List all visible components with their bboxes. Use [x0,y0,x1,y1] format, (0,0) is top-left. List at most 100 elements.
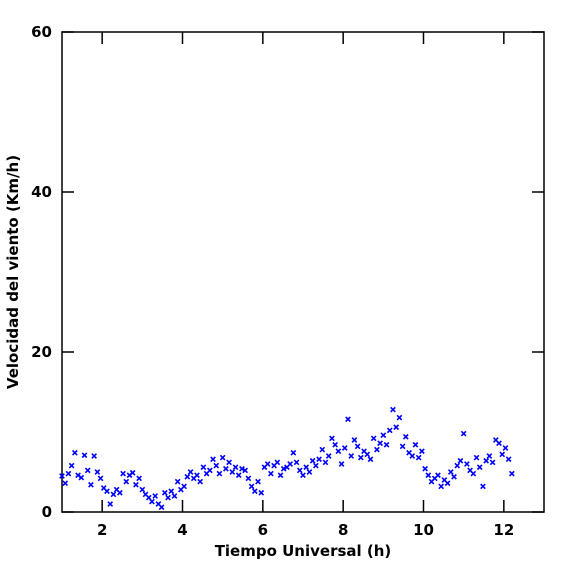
point [62,480,69,487]
point [499,451,506,458]
point [71,449,78,456]
point [133,481,139,488]
point [68,462,75,469]
point [473,454,480,461]
point [200,464,207,471]
point [489,459,496,466]
point [509,470,515,477]
y-tick-label: 40 [31,183,52,201]
x-tick-label: 6 [258,521,268,539]
point [419,448,425,455]
point [409,453,416,459]
point [386,427,393,434]
point [460,430,467,437]
y-axis-label: Velocidad del viento (Km/h) [4,155,22,389]
point [444,480,451,487]
point [435,472,441,479]
point [174,478,181,485]
x-tick-label: 8 [338,521,348,539]
point [447,469,454,475]
point [152,493,159,499]
point [300,472,306,479]
point [197,478,204,485]
point [332,441,338,448]
point [104,488,110,495]
point [319,446,326,453]
point [335,448,342,455]
point [348,453,355,459]
point [123,478,130,485]
point [351,437,358,443]
point [232,464,239,471]
plot-frame [61,31,545,513]
point [242,467,249,474]
point [357,454,364,461]
x-tick-label: 2 [97,521,107,539]
point [293,459,300,466]
point [296,467,303,474]
point [168,488,175,495]
point [149,498,155,505]
point [457,457,464,464]
point [210,456,216,463]
point [206,467,213,474]
point [219,454,226,461]
point [94,469,101,475]
x-tick-label: 10 [413,521,434,539]
point [161,489,168,496]
point [235,472,242,479]
point [59,473,65,479]
point [139,486,146,493]
point [258,489,265,496]
point [187,469,194,475]
point [374,446,380,453]
point [97,475,104,482]
point [171,493,178,499]
x-tick-label: 4 [177,521,187,539]
point [329,435,335,442]
point [287,461,294,467]
point [226,459,232,466]
point [184,473,191,480]
point [245,475,252,482]
point [415,454,422,461]
point [438,483,445,490]
point [107,501,114,507]
point [158,504,165,511]
point [402,433,409,440]
point [88,481,94,488]
point [390,406,396,413]
point [268,470,274,477]
point [483,457,490,464]
point [464,461,470,467]
point [213,462,220,469]
point [316,456,322,463]
point [341,445,348,451]
point [412,441,419,448]
point [110,491,117,498]
point [116,489,123,496]
point [422,465,428,472]
y-tick-label: 0 [42,503,52,521]
point [496,440,502,447]
point [399,443,406,450]
x-tick-label: 12 [493,521,514,539]
point [194,472,200,479]
point [345,416,351,423]
point [91,453,97,459]
point [223,465,229,472]
point [181,483,187,490]
point [476,464,483,471]
point [290,449,297,456]
point [470,470,477,477]
y-tick-label: 20 [31,343,52,361]
point [264,461,271,467]
point [129,469,136,476]
point [396,414,403,421]
point [486,453,493,459]
point [239,465,245,472]
point [480,483,486,490]
point [251,488,258,495]
point [309,457,316,464]
